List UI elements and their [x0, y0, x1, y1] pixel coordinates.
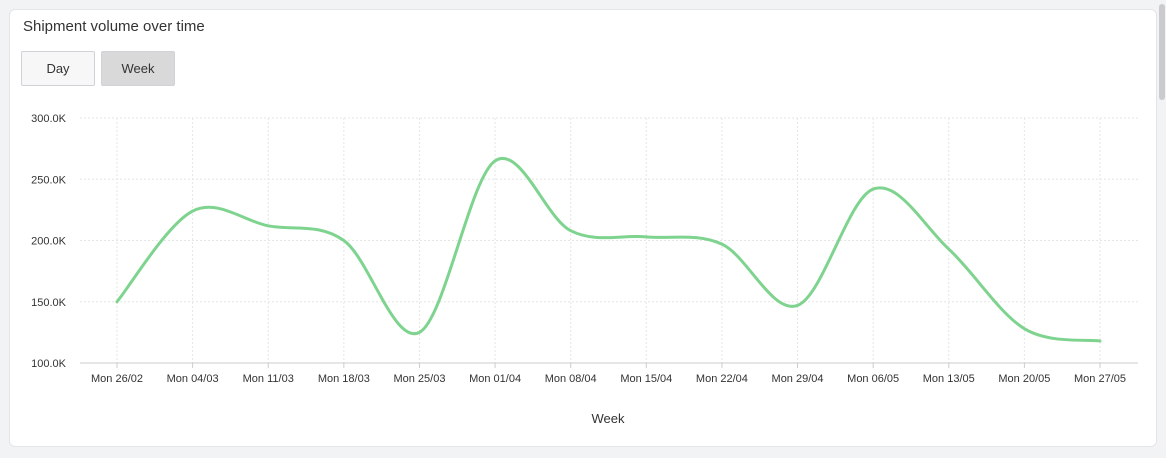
- y-tick-label: 100.0K: [31, 358, 67, 370]
- chart-title: Shipment volume over time: [23, 18, 205, 35]
- x-tick-label: Mon 11/03: [243, 373, 294, 385]
- scrollbar-thumb[interactable]: [1159, 4, 1165, 100]
- x-tick-label: Mon 18/03: [318, 373, 370, 385]
- grid-layer: [80, 117, 1138, 363]
- chart-card: Shipment volume over time Day Week: [9, 9, 1157, 447]
- x-tick-label: Mon 08/04: [545, 373, 597, 385]
- x-tick-label: Mon 01/04: [469, 373, 521, 385]
- x-tick-label: Mon 20/05: [998, 373, 1050, 385]
- x-tick-label: Mon 06/05: [847, 373, 899, 385]
- x-tick-label: Mon 13/05: [923, 373, 975, 385]
- page-scrollbar[interactable]: [1158, 0, 1166, 458]
- x-axis-title: Week: [592, 411, 625, 426]
- day-toggle-button[interactable]: Day: [21, 51, 95, 86]
- y-tick-label: 300.0K: [31, 113, 67, 125]
- y-tick-label: 150.0K: [31, 297, 67, 309]
- y-tick-label: 250.0K: [31, 174, 67, 186]
- x-tick-label: Mon 27/05: [1074, 373, 1126, 385]
- axis-layer: 100.0K 150.0K 200.0K 250.0K 300.0K Mon 26/02 M…: [31, 113, 1138, 385]
- week-toggle-button[interactable]: Week: [101, 51, 175, 86]
- x-tick-label: Mon 04/03: [167, 373, 219, 385]
- x-tick-label: Mon 26/02: [91, 373, 143, 385]
- x-tick-label: Mon 22/04: [696, 373, 748, 385]
- y-tick-label: 200.0K: [31, 236, 67, 248]
- x-tick-label: Mon 29/04: [772, 373, 824, 385]
- x-tick-label: Mon 15/04: [620, 373, 672, 385]
- series-line: [115, 156, 1102, 343]
- x-tick-label: Mon 25/03: [393, 373, 445, 385]
